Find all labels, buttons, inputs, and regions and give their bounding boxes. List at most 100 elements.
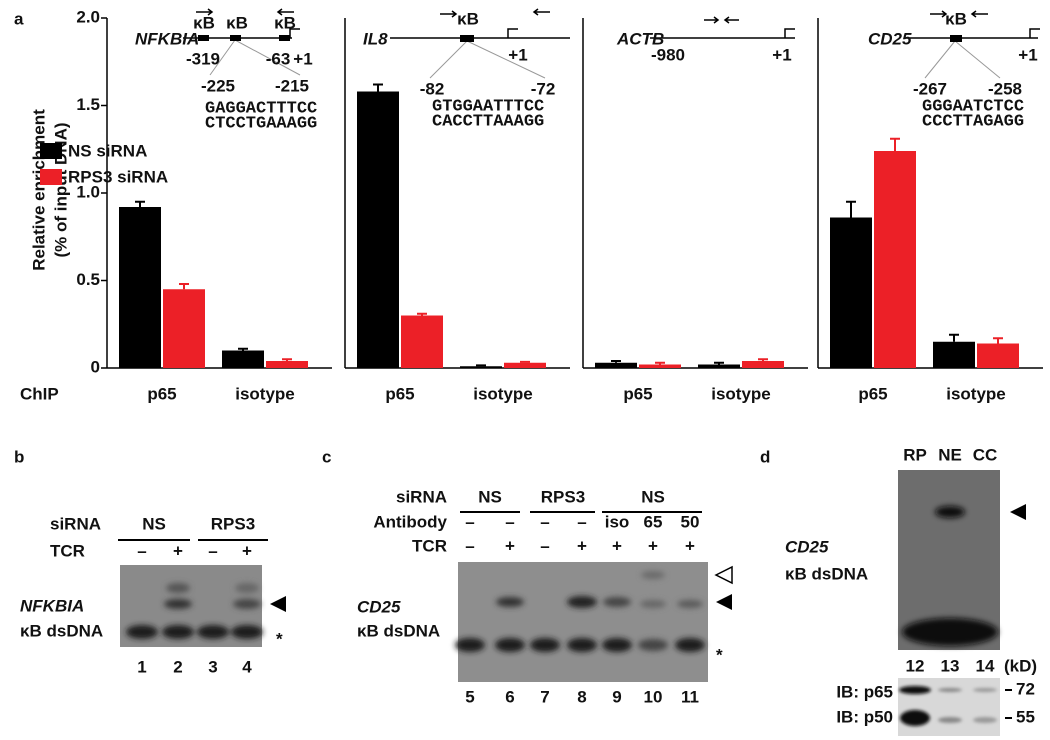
x-tick-label: p65 [623, 384, 652, 403]
row-label: Antibody [373, 512, 447, 531]
gene-name: IL8 [363, 29, 388, 48]
sequence: CACCTTAAAGG [432, 112, 544, 131]
x-tick-label: isotype [473, 384, 533, 403]
condition: 50 [681, 512, 700, 531]
bar [639, 364, 681, 368]
mw-label: 72 [1016, 679, 1035, 698]
mw-label: 55 [1016, 707, 1035, 726]
lane-number: 1 [137, 657, 146, 676]
condition: – [505, 512, 514, 531]
bar [933, 341, 975, 368]
probe-label: κB dsDNA [20, 621, 103, 640]
sequence: GGGAATCTCC [922, 97, 1024, 116]
position-label: -319 [186, 49, 220, 68]
group-underlines [118, 511, 702, 541]
group-label: NS [478, 487, 502, 506]
error-bar [846, 200, 856, 218]
panel-label: b [14, 447, 24, 466]
zoom-position: -258 [988, 79, 1022, 98]
position-label: +1 [293, 49, 312, 68]
position-label: -980 [651, 45, 685, 64]
condition: + [685, 536, 695, 555]
x-axis-label: ChIP [20, 384, 59, 403]
sequence: CCCTTAGAGG [922, 112, 1024, 131]
lane-number: 10 [644, 687, 663, 706]
zoom-position: -225 [201, 76, 235, 95]
zoom-position: -72 [531, 79, 556, 98]
condition: + [648, 536, 658, 555]
site-label: κB [457, 9, 479, 28]
probe-label: CD25 [357, 597, 401, 616]
error-bar [238, 347, 248, 351]
x-tick-label: p65 [385, 384, 414, 403]
group-label: NS [142, 514, 166, 533]
y-tick-label: 0 [91, 357, 100, 376]
error-bar [282, 358, 292, 361]
bar [698, 364, 740, 368]
bar [977, 343, 1019, 368]
y-axis-label: Relative enrichment [29, 109, 48, 271]
error-bar [949, 333, 959, 342]
blot-label: IB: p65 [836, 682, 893, 701]
legend-label: RPS3 siRNA [68, 167, 168, 186]
position-label: -63 [266, 49, 291, 68]
site-label: κB [945, 9, 967, 28]
legend-swatch [40, 169, 62, 185]
y-tick-label: 1.0 [76, 182, 100, 201]
condition: – [540, 536, 549, 555]
condition: iso [605, 512, 630, 531]
unit-label: (kD) [1004, 656, 1037, 675]
row-label: TCR [412, 536, 447, 555]
row-label: siRNA [396, 487, 447, 506]
group-label: RPS3 [541, 487, 585, 506]
band-marker: * [276, 629, 283, 648]
bar [222, 350, 264, 368]
bar [266, 361, 308, 368]
x-tick-label: isotype [235, 384, 295, 403]
error-bar [417, 312, 427, 316]
site-label: κB [274, 13, 296, 32]
x-tick-label: isotype [711, 384, 771, 403]
group-label: RPS3 [211, 514, 255, 533]
panel-label: d [760, 447, 770, 466]
panel-label: a [14, 9, 24, 28]
gene-name: ACTB [616, 29, 664, 48]
zoom-position: -82 [420, 79, 445, 98]
gene-name: NFKBIA [135, 29, 199, 48]
lane-header: NE [938, 445, 962, 464]
group-label: NS [641, 487, 665, 506]
condition: 65 [644, 512, 663, 531]
error-bar [714, 361, 724, 365]
blot-label: IB: p50 [836, 707, 893, 726]
row-label: TCR [50, 541, 85, 560]
band-marker: * [716, 645, 723, 664]
condition: + [577, 536, 587, 555]
condition: + [242, 541, 252, 560]
y-tick-label: 1.5 [76, 95, 100, 114]
lane-number: 11 [681, 687, 699, 706]
gels [120, 470, 1000, 736]
lane-number: 9 [612, 687, 621, 706]
diagram-shapes [183, 8, 1040, 79]
lane-number: 4 [242, 657, 252, 676]
x-tick-label: p65 [147, 384, 176, 403]
gene-name: CD25 [868, 29, 912, 48]
x-tick-label: isotype [946, 384, 1006, 403]
bar [595, 362, 637, 368]
error-bar [179, 283, 189, 290]
bar [830, 217, 872, 368]
lane-number: 6 [505, 687, 514, 706]
zoom-position: -267 [913, 79, 947, 98]
error-bar [758, 358, 768, 361]
lane-header: CC [973, 445, 998, 464]
site-label: κB [193, 13, 215, 32]
bar [742, 361, 784, 368]
error-bar [611, 360, 621, 363]
panel-label: c [322, 447, 331, 466]
probe-label: κB dsDNA [785, 564, 868, 583]
condition: – [465, 512, 474, 531]
error-bar [135, 200, 145, 207]
error-bar [655, 361, 665, 365]
error-bar [373, 83, 383, 92]
